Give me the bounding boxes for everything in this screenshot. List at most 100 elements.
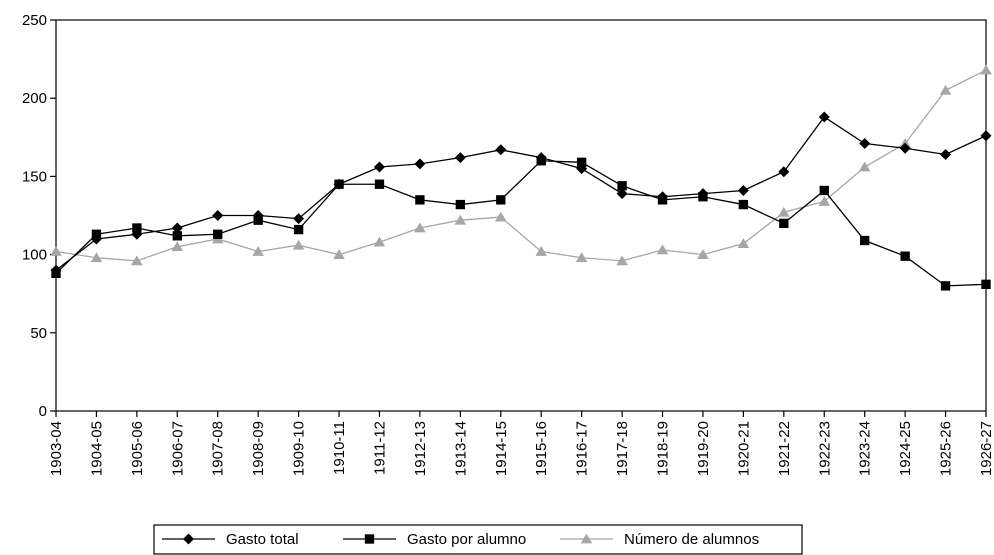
y-tick-label: 200 xyxy=(22,90,47,107)
triangle-marker xyxy=(737,238,750,249)
y-axis-ticks: 0 50 100 150 200 250 xyxy=(22,12,56,420)
diamond-marker xyxy=(373,161,385,173)
square-marker xyxy=(91,229,102,239)
x-tick-label: 1911-12 xyxy=(371,421,388,475)
triangle-marker xyxy=(616,255,628,266)
x-tick-label: 1926-27 xyxy=(978,421,994,476)
triangle-marker xyxy=(131,255,143,266)
triangle-marker xyxy=(333,249,345,259)
x-tick-label: 1906-07 xyxy=(169,421,186,476)
diamond-marker xyxy=(495,144,507,156)
legend-label: Número de alumnos xyxy=(624,531,759,548)
square-marker xyxy=(617,181,627,191)
square-marker xyxy=(819,185,829,196)
diamond-marker xyxy=(778,166,790,178)
x-tick-label: 1918-19 xyxy=(655,421,672,476)
square-marker xyxy=(657,195,668,205)
triangle-marker xyxy=(535,245,547,256)
triangle-marker xyxy=(580,533,593,544)
legend: Gasto total Gasto por alumno Número de alu… xyxy=(153,524,803,555)
diamond-marker xyxy=(859,138,871,150)
diamond-marker xyxy=(980,130,992,142)
plot-frame xyxy=(55,19,987,412)
x-tick-label: 1923-24 xyxy=(857,421,874,476)
triangle-marker xyxy=(454,214,467,225)
triangle-marker xyxy=(778,206,790,217)
series-line xyxy=(55,116,987,271)
legend-item: Gasto total xyxy=(162,531,299,548)
axes xyxy=(55,19,987,412)
x-tick-label: 1922-23 xyxy=(816,421,833,476)
square-marker xyxy=(455,199,466,210)
triangle-marker xyxy=(697,249,709,259)
series-n-mero-de-alumnos xyxy=(50,64,992,266)
square-marker xyxy=(213,229,223,239)
y-tick-label: 100 xyxy=(22,247,47,264)
x-tick-label: 1915-16 xyxy=(533,421,550,476)
diamond-marker xyxy=(818,111,830,123)
diamond-marker xyxy=(171,222,183,234)
triangle-marker xyxy=(858,161,871,172)
y-tick-label: 0 xyxy=(39,403,47,420)
series-line xyxy=(55,160,987,287)
x-tick-label: 1908-09 xyxy=(250,421,267,476)
triangle-marker xyxy=(292,239,305,250)
x-tick-label: 1903-04 xyxy=(48,421,65,476)
square-marker xyxy=(940,281,951,291)
diamond-marker xyxy=(737,184,749,196)
diamond-marker xyxy=(212,210,224,221)
square-marker xyxy=(860,235,870,246)
x-tick-label: 1924-25 xyxy=(897,421,914,476)
square-marker xyxy=(738,199,749,210)
square-marker xyxy=(900,251,910,261)
legend-label: Gasto total xyxy=(226,531,299,548)
diamond-marker xyxy=(899,142,911,154)
legend-item: Número de alumnos xyxy=(560,531,759,548)
square-marker xyxy=(253,215,263,225)
x-tick-label: 1919-20 xyxy=(695,421,712,476)
legend-box xyxy=(153,524,803,555)
triangle-marker xyxy=(980,64,992,75)
triangle-marker xyxy=(818,195,831,206)
x-tick-label: 1904-05 xyxy=(88,421,105,476)
x-axis-ticks: 1903-04 1904-05 1905-06 1906-07 1907-08 1908-… xyxy=(48,411,994,476)
y-tick-label: 150 xyxy=(22,168,47,185)
square-marker xyxy=(172,231,182,241)
square-marker xyxy=(293,224,304,235)
x-tick-label: 1917-18 xyxy=(614,421,631,476)
triangle-marker xyxy=(50,245,62,256)
x-tick-label: 1905-06 xyxy=(129,421,146,476)
diamond-marker xyxy=(616,188,628,200)
legend-label: Gasto por alumno xyxy=(407,531,526,548)
x-tick-label: 1920-21 xyxy=(735,421,752,476)
triangle-marker xyxy=(252,245,264,256)
x-tick-label: 1909-10 xyxy=(291,421,308,476)
x-tick-label: 1925-26 xyxy=(938,421,955,476)
series-line xyxy=(55,69,987,262)
x-tick-label: 1921-22 xyxy=(776,421,793,476)
triangle-marker xyxy=(171,241,184,252)
triangle-marker xyxy=(656,244,669,255)
square-marker xyxy=(51,268,61,279)
triangle-marker xyxy=(373,236,386,247)
series-layer xyxy=(50,64,992,291)
x-tick-label: 1916-17 xyxy=(574,421,591,476)
series-gasto-total xyxy=(50,111,992,276)
series-gasto-por-alumno xyxy=(51,156,991,291)
x-tick-label: 1910-11 xyxy=(331,421,348,475)
square-marker xyxy=(374,179,385,189)
triangle-marker xyxy=(575,252,588,263)
triangle-marker xyxy=(495,211,507,222)
square-marker xyxy=(132,223,142,233)
y-tick-label: 250 xyxy=(22,12,47,29)
diamond-marker xyxy=(940,149,952,161)
diamond-marker xyxy=(293,213,305,225)
triangle-marker xyxy=(939,84,952,95)
square-marker xyxy=(334,179,344,189)
square-marker xyxy=(536,156,546,166)
triangle-marker xyxy=(90,252,103,263)
x-tick-label: 1913-14 xyxy=(452,421,469,476)
diamond-marker xyxy=(414,158,426,170)
x-tick-label: 1914-15 xyxy=(493,421,510,476)
